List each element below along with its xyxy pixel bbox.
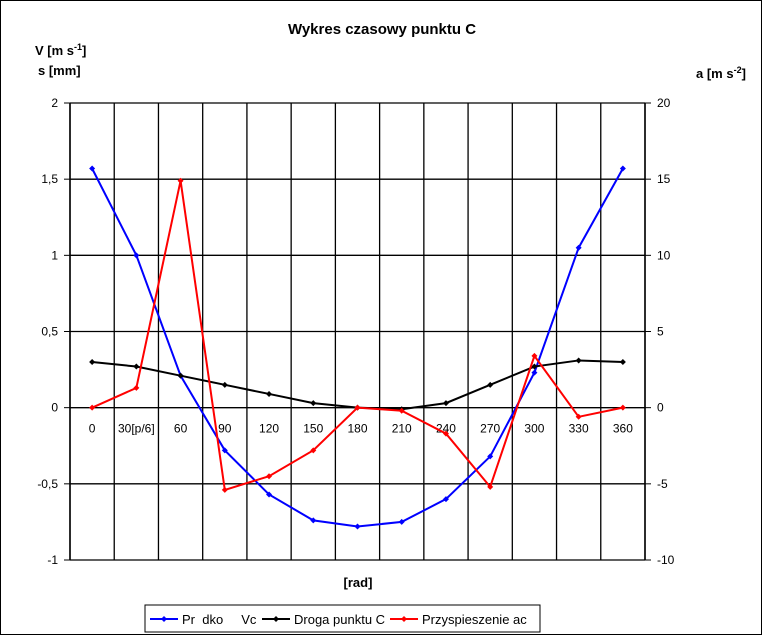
series-point-1 (619, 165, 626, 172)
y-left-axis-label: V [m s-1] (35, 42, 86, 58)
series-point-1 (531, 369, 538, 376)
legend-entry: Droga punktu C (294, 612, 385, 627)
series-point-1 (487, 453, 494, 460)
legend: Pr dko Vc Droga punktu C Przyspieszenie ac (144, 604, 541, 633)
series-point-1 (398, 518, 405, 525)
y-left-tick-label: 0,5 (41, 325, 58, 339)
series-point-1 (266, 491, 273, 498)
tick-labels: -1 -10 -0,5 -5 0 0 0,5 5 1 10 1,5 15 2 20 0 30[p/6] 60 90… (37, 96, 674, 567)
series-point-3 (487, 483, 494, 490)
series-point-3 (398, 407, 405, 414)
legend-marker (161, 616, 167, 622)
series-point-1 (575, 244, 582, 251)
y-right-tick-label: 5 (657, 325, 664, 339)
y-right-tick-label: -10 (657, 553, 675, 567)
series-point-1 (310, 517, 317, 524)
legend-box (144, 604, 541, 633)
x-tick-label: 150 (303, 422, 323, 436)
series-point-3 (575, 413, 582, 420)
y-right-tick-label: 0 (657, 401, 664, 415)
series-point-3 (266, 473, 273, 480)
series-point-2 (442, 400, 449, 407)
x-tick-label: 90 (218, 422, 232, 436)
series-point-2 (575, 357, 582, 364)
y-right-tick-label: 20 (657, 96, 671, 110)
x-tick-label: 360 (613, 422, 633, 436)
series-point-1 (89, 165, 96, 172)
series-point-2 (133, 363, 140, 370)
series-point-2 (531, 363, 538, 370)
x-tick-label: 330 (569, 422, 589, 436)
series-point-2 (177, 372, 184, 379)
series-point-3 (89, 404, 96, 411)
y-right-axis-label: a [m s-2] (696, 65, 746, 81)
series-point-1 (133, 252, 140, 259)
series-point-1 (354, 523, 361, 530)
series-point-1 (442, 496, 449, 503)
y-left-tick-label: -0,5 (37, 477, 58, 491)
legend-entry: Pr dko Vc (182, 612, 257, 627)
x-tick-label: 180 (347, 422, 367, 436)
y-left-tick-label: 2 (51, 96, 58, 110)
series-point-2 (221, 381, 228, 388)
series-lines (89, 165, 626, 530)
y-left-tick-label: 1 (51, 248, 58, 262)
series-point-3 (442, 430, 449, 437)
x-tick-label: 120 (259, 422, 279, 436)
series-point-3 (133, 384, 140, 391)
x-tick-label: 60 (174, 422, 188, 436)
series-point-2 (619, 358, 626, 365)
x-tick-label: 300 (524, 422, 544, 436)
series-point-3 (221, 486, 228, 493)
series-point-2 (266, 390, 273, 397)
legend-marker (401, 616, 407, 622)
x-tick-label: 30[p/6] (118, 422, 155, 436)
series-point-3 (619, 404, 626, 411)
y-left-axis-label-2: s [mm] (38, 63, 81, 78)
y-left-tick-label: 0 (51, 401, 58, 415)
series-point-2 (487, 381, 494, 388)
y-right-tick-label: 15 (657, 172, 671, 186)
x-axis-label: [rad] (344, 575, 373, 590)
x-tick-label: 210 (392, 422, 412, 436)
series-point-3 (354, 404, 361, 411)
y-right-tick-label: -5 (657, 477, 668, 491)
legend-marker (273, 616, 279, 622)
y-left-tick-label: 1,5 (41, 172, 58, 186)
y-left-tick-label: -1 (47, 553, 58, 567)
chart-title: Wykres czasowy punktu C (288, 21, 476, 38)
series-point-3 (310, 447, 317, 454)
legend-entry: Przyspieszenie ac (422, 612, 527, 627)
grid (64, 102, 651, 561)
series-point-1 (221, 447, 228, 454)
x-tick-label: 240 (436, 422, 456, 436)
x-tick-label: 270 (480, 422, 500, 436)
x-tick-label: 0 (89, 422, 96, 436)
series-point-2 (89, 358, 96, 365)
series-point-3 (531, 352, 538, 359)
series-point-2 (310, 400, 317, 407)
series-line-3 (91, 180, 624, 492)
series-point-3 (177, 177, 184, 184)
y-right-tick-label: 10 (657, 248, 671, 262)
